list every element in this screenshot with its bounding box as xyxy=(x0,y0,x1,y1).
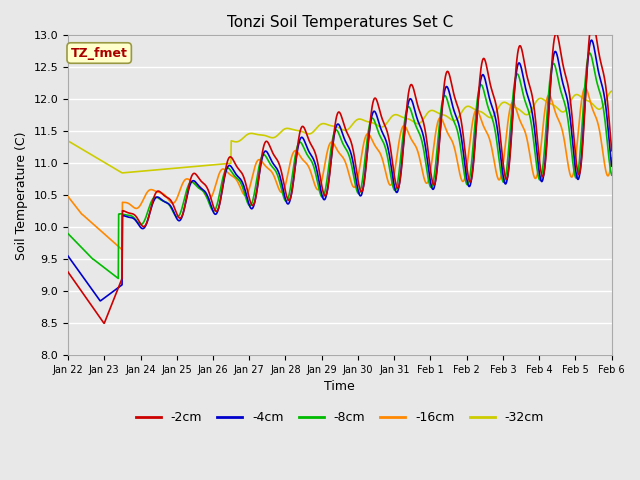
Y-axis label: Soil Temperature (C): Soil Temperature (C) xyxy=(15,131,28,260)
Legend: -2cm, -4cm, -8cm, -16cm, -32cm: -2cm, -4cm, -8cm, -16cm, -32cm xyxy=(131,406,549,429)
Text: TZ_fmet: TZ_fmet xyxy=(71,47,127,60)
Title: Tonzi Soil Temperatures Set C: Tonzi Soil Temperatures Set C xyxy=(227,15,453,30)
X-axis label: Time: Time xyxy=(324,381,355,394)
